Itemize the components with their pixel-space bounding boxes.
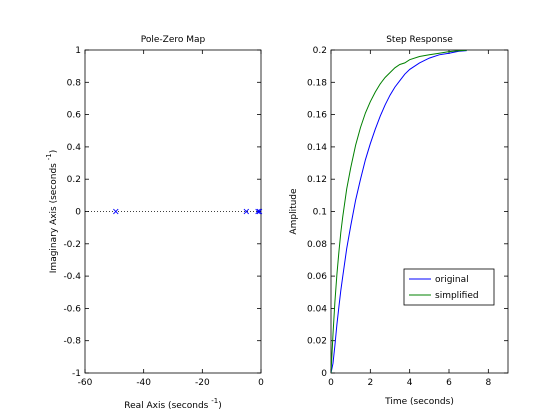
y-tick-label: 0.08 bbox=[307, 240, 327, 250]
x-tick-label: 2 bbox=[367, 378, 373, 388]
y-tick-label: 0.8 bbox=[67, 78, 82, 88]
chart-title: Step Response bbox=[386, 35, 453, 45]
y-tick-label: 1 bbox=[75, 46, 81, 56]
y-axis-label-superscript: -1 bbox=[45, 153, 53, 160]
y-tick-label: 0.16 bbox=[307, 111, 327, 121]
y-tick-label: 0.2 bbox=[67, 175, 81, 185]
pole-marker bbox=[243, 208, 250, 215]
pole-marker bbox=[113, 208, 119, 215]
legend: original simplified bbox=[403, 268, 495, 306]
y-axis-label-close: ) bbox=[49, 150, 59, 154]
legend-label: simplified bbox=[435, 291, 479, 301]
x-axis-label-superscript: -1 bbox=[211, 397, 218, 405]
legend-box bbox=[403, 268, 495, 306]
pole-marker-stroke bbox=[256, 208, 263, 215]
y-tick-label: -0.2 bbox=[63, 240, 81, 250]
y-tick-label: 0.06 bbox=[307, 272, 327, 282]
series-line-original bbox=[331, 50, 467, 373]
y-tick-label: -1 bbox=[72, 369, 81, 379]
y-axis-label: Imaginary Axis (seconds -1) bbox=[45, 150, 59, 273]
legend-label: original bbox=[435, 275, 469, 285]
y-tick-label: 0.6 bbox=[67, 111, 82, 121]
y-tick-label: -0.4 bbox=[63, 272, 81, 282]
y-tick-label: 0.04 bbox=[307, 304, 327, 314]
step-response-axes: 0 2 4 6 8 0.2 0.18 0.16 0.14 0.12 0.1 0.08 0.06 0.04 0… bbox=[289, 35, 509, 407]
chart-title: Pole-Zero Map bbox=[141, 35, 206, 45]
pole-marker bbox=[256, 208, 263, 215]
x-tick-label: -60 bbox=[78, 378, 93, 388]
y-tick-label: 0.4 bbox=[67, 143, 82, 153]
x-tick-label: -40 bbox=[136, 378, 151, 388]
x-tick-label: 0 bbox=[328, 378, 334, 388]
x-tick-label: 6 bbox=[446, 378, 452, 388]
x-axis-label: Time (seconds) bbox=[384, 397, 454, 407]
series-line-simplified bbox=[331, 50, 467, 373]
y-tick-label: 0.12 bbox=[307, 175, 327, 185]
pole-zero-map-axes: -60 -40 -20 0 1 0.8 0.6 0.4 0.2 0 -0.2 -0.4 -0.6 -0.8… bbox=[45, 35, 264, 411]
x-tick-label: 0 bbox=[258, 378, 264, 388]
y-tick-label: -0.6 bbox=[63, 304, 81, 314]
y-tick-label: 0.14 bbox=[307, 143, 327, 153]
y-axis-label-text: Imaginary Axis (seconds bbox=[49, 160, 59, 273]
x-tick-label: 8 bbox=[485, 378, 491, 388]
x-axis-label-text: Real Axis (seconds bbox=[124, 401, 211, 411]
y-tick-label: -0.8 bbox=[63, 337, 81, 347]
x-axis-label-close: ) bbox=[218, 401, 222, 411]
pole-marker bbox=[255, 208, 261, 215]
x-tick-label: -20 bbox=[195, 378, 210, 388]
pole-marker-stroke bbox=[255, 208, 261, 215]
pole-marker-stroke bbox=[243, 208, 250, 215]
x-tick-label: 4 bbox=[407, 378, 413, 388]
y-tick-label: 0 bbox=[75, 208, 81, 218]
y-tick-label: 0 bbox=[321, 369, 327, 379]
x-axis-label: Real Axis (seconds -1) bbox=[124, 397, 221, 411]
plot-area bbox=[330, 49, 509, 374]
y-tick-label: 0.1 bbox=[313, 208, 327, 218]
y-axis-label: Amplitude bbox=[289, 188, 299, 235]
pole-marker-stroke bbox=[113, 208, 119, 215]
y-tick-label: 0.2 bbox=[313, 46, 327, 56]
y-tick-label: 0.18 bbox=[307, 78, 327, 88]
y-tick-label: 0.02 bbox=[307, 337, 327, 347]
